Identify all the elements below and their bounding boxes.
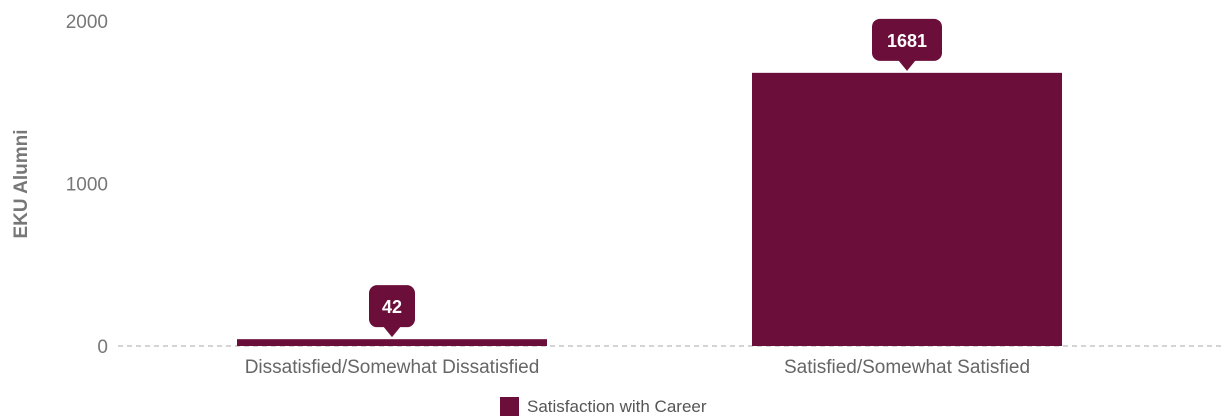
callout-pointer	[383, 326, 401, 338]
y-axis-ticks: 0 1000 2000	[66, 12, 108, 358]
callout-box	[872, 18, 942, 61]
data-label-callout: 42	[369, 285, 415, 338]
legend[interactable]: Satisfaction with Career	[500, 397, 707, 416]
y-tick-label: 0	[97, 337, 108, 358]
callout-box	[369, 285, 415, 328]
callout-pointer	[898, 59, 916, 71]
data-label: 42	[382, 297, 402, 317]
bar[interactable]	[237, 339, 547, 346]
x-tick-label: Dissatisfied/Somewhat Dissatisfied	[245, 357, 540, 378]
y-tick-label: 2000	[66, 12, 108, 33]
category-labels-group: Dissatisfied/Somewhat Dissatisfied Satisf…	[245, 357, 1030, 378]
data-label: 1681	[887, 31, 927, 51]
legend-swatch	[500, 397, 519, 416]
data-labels-group: 42 1681	[369, 18, 942, 338]
data-label-callout: 1681	[872, 18, 942, 71]
x-tick-label: Satisfied/Somewhat Satisfied	[784, 357, 1030, 378]
y-tick-label: 1000	[66, 175, 108, 196]
bars-group	[237, 72, 1062, 347]
legend-label: Satisfaction with Career	[527, 397, 707, 416]
bar[interactable]	[752, 72, 1062, 347]
y-axis-title: EKU Alumni	[11, 129, 32, 238]
